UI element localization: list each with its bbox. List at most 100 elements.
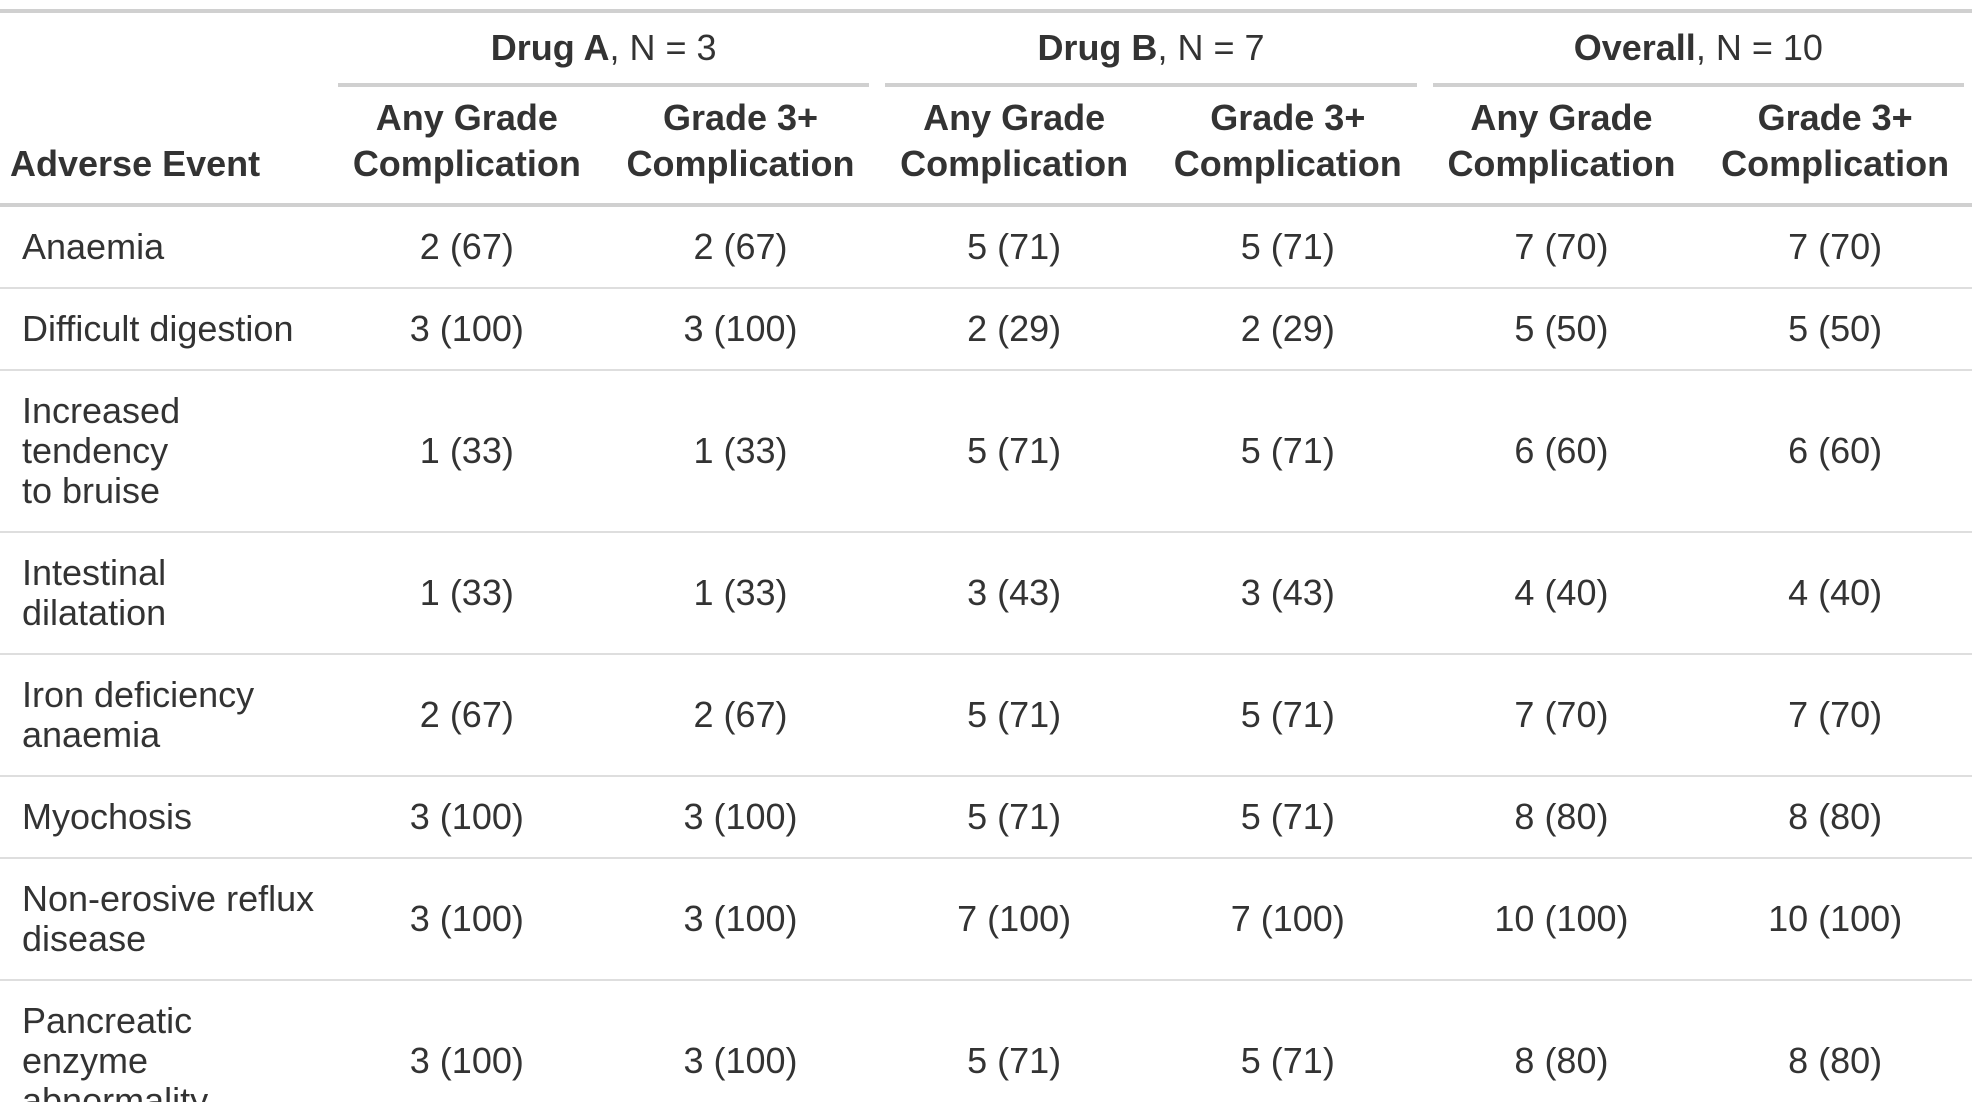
cell-value: 4 (40): [1788, 572, 1883, 613]
spanner-overall-n: , N = 10: [1695, 27, 1823, 68]
cell-value: 7 (100): [1230, 898, 1345, 939]
cell-value: 3 (100): [683, 796, 798, 837]
cell-value: 3 (100): [683, 308, 798, 349]
cell-value: 5 (71): [967, 694, 1062, 735]
table-body: Anaemia 2 (67) 2 (67) 5 (71) 5 (71) 7 (7…: [0, 205, 1972, 1102]
spanner-drug-b: Drug B, N = 7: [877, 11, 1424, 87]
spanner-overall-underline: Overall, N = 10: [1432, 13, 1964, 87]
col-header-line1: Any Grade: [923, 97, 1106, 138]
cell-value: 10 (100): [1768, 898, 1903, 939]
cell-value: 7 (70): [1788, 694, 1883, 735]
cell-value: 5 (71): [967, 796, 1062, 837]
col-header-line2: Complication: [1447, 143, 1676, 184]
cell-value: 8 (80): [1788, 796, 1883, 837]
col-header-line2: Complication: [1721, 143, 1950, 184]
cell-value: 5 (71): [967, 430, 1062, 471]
row-label: Intestinal dilatation: [22, 552, 167, 633]
col-header-line1: Grade 3+: [1757, 97, 1913, 138]
col-header-line2: Complication: [1173, 143, 1402, 184]
spanner-row: Drug A, N = 3 Drug B, N = 7 Overall, N =…: [0, 11, 1972, 87]
adverse-event-table: Drug A, N = 3 Drug B, N = 7 Overall, N =…: [0, 9, 1972, 1102]
row-label: Anaemia: [22, 226, 165, 267]
spanner-drug-a-underline: Drug A, N = 3: [338, 13, 870, 87]
cell-value: 3 (100): [683, 1040, 798, 1081]
cell-value: 5 (50): [1788, 308, 1883, 349]
spanner-overall-name: Overall: [1573, 27, 1696, 68]
table-row: Iron deficiency anaemia 2 (67) 2 (67) 5 …: [0, 654, 1972, 776]
cell-value: 1 (33): [419, 430, 514, 471]
col-header-drug-b-any-grade: Any Grade Complication: [877, 87, 1151, 207]
stub-header-adverse-event: Adverse Event: [0, 87, 330, 207]
column-header-row: Adverse Event Any Grade Complication Grad…: [0, 87, 1972, 207]
cell-value: 8 (80): [1514, 1040, 1609, 1081]
cell-value: 8 (80): [1514, 796, 1609, 837]
row-label: Iron deficiency anaemia: [22, 674, 255, 755]
cell-value: 5 (71): [967, 226, 1062, 267]
cell-value: 2 (67): [693, 694, 788, 735]
table-row: Intestinal dilatation 1 (33) 1 (33) 3 (4…: [0, 532, 1972, 654]
col-header-line2: Complication: [352, 143, 581, 184]
col-header-line1: Grade 3+: [1210, 97, 1366, 138]
col-header-drug-a-grade3: Grade 3+ Complication: [603, 87, 878, 207]
col-header-line1: Grade 3+: [662, 97, 819, 138]
row-label: Pancreatic enzyme abnormality: [22, 1000, 209, 1102]
spanner-drug-a-n: , N = 3: [609, 27, 717, 68]
cell-value: 2 (67): [419, 694, 514, 735]
spanner-drug-a-label: Drug A, N = 3: [491, 27, 717, 69]
cell-value: 8 (80): [1788, 1040, 1883, 1081]
table-row: Pancreatic enzyme abnormality 3 (100) 3 …: [0, 980, 1972, 1102]
spanner-drug-b-name: Drug B: [1037, 27, 1158, 68]
cell-value: 5 (71): [1240, 1040, 1335, 1081]
cell-value: 10 (100): [1494, 898, 1629, 939]
cell-value: 3 (43): [967, 572, 1062, 613]
cell-value: 7 (100): [957, 898, 1072, 939]
spanner-overall-label: Overall, N = 10: [1574, 27, 1823, 69]
row-label: Difficult digestion: [22, 308, 294, 349]
cell-value: 5 (71): [1240, 694, 1335, 735]
cell-value: 7 (70): [1514, 226, 1609, 267]
cell-value: 5 (71): [967, 1040, 1062, 1081]
cell-value: 3 (100): [409, 898, 524, 939]
cell-value: 7 (70): [1514, 694, 1609, 735]
col-header-overall-any-grade: Any Grade Complication: [1424, 87, 1699, 207]
col-header-line1: Any Grade: [1470, 97, 1653, 138]
cell-value: 3 (43): [1240, 572, 1335, 613]
spanner-drug-b-underline: Drug B, N = 7: [885, 13, 1417, 87]
row-label: Non-erosive reflux disease: [22, 878, 315, 959]
col-header-drug-a-any-grade: Any Grade Complication: [330, 87, 604, 207]
cell-value: 1 (33): [419, 572, 514, 613]
col-header-line1: Any Grade: [375, 97, 558, 138]
spanner-drug-b-label: Drug B, N = 7: [1037, 27, 1264, 69]
cell-value: 4 (40): [1514, 572, 1609, 613]
col-header-drug-b-grade3: Grade 3+ Complication: [1150, 87, 1425, 207]
cell-value: 3 (100): [409, 1040, 524, 1081]
row-label: Myochosis: [22, 796, 193, 837]
cell-value: 2 (67): [693, 226, 788, 267]
table-row: Anaemia 2 (67) 2 (67) 5 (71) 5 (71) 7 (7…: [0, 205, 1972, 288]
col-header-line2: Complication: [626, 143, 855, 184]
cell-value: 5 (50): [1514, 308, 1609, 349]
cell-value: 5 (71): [1240, 430, 1335, 471]
cell-value: 5 (71): [1240, 796, 1335, 837]
table-row: Non-erosive reflux disease 3 (100) 3 (10…: [0, 858, 1972, 980]
col-header-line2: Complication: [900, 143, 1129, 184]
cell-value: 7 (70): [1788, 226, 1883, 267]
cell-value: 2 (29): [1240, 308, 1335, 349]
table-row: Difficult digestion 3 (100) 3 (100) 2 (2…: [0, 288, 1972, 370]
cell-value: 1 (33): [693, 572, 788, 613]
table-row: Myochosis 3 (100) 3 (100) 5 (71) 5 (71) …: [0, 776, 1972, 858]
spanner-drug-b-n: , N = 7: [1157, 27, 1265, 68]
col-header-overall-grade3: Grade 3+ Complication: [1698, 87, 1972, 207]
cell-value: 2 (29): [967, 308, 1062, 349]
spanner-drug-a: Drug A, N = 3: [330, 11, 877, 87]
table-row: Increased tendency to bruise 1 (33) 1 (3…: [0, 370, 1972, 532]
cell-value: 3 (100): [409, 308, 524, 349]
cell-value: 3 (100): [683, 898, 798, 939]
cell-value: 2 (67): [419, 226, 514, 267]
cell-value: 6 (60): [1514, 430, 1609, 471]
cell-value: 5 (71): [1240, 226, 1335, 267]
cell-value: 1 (33): [693, 430, 788, 471]
spanner-spacer: [0, 11, 330, 87]
row-label: Increased tendency to bruise: [22, 390, 181, 511]
